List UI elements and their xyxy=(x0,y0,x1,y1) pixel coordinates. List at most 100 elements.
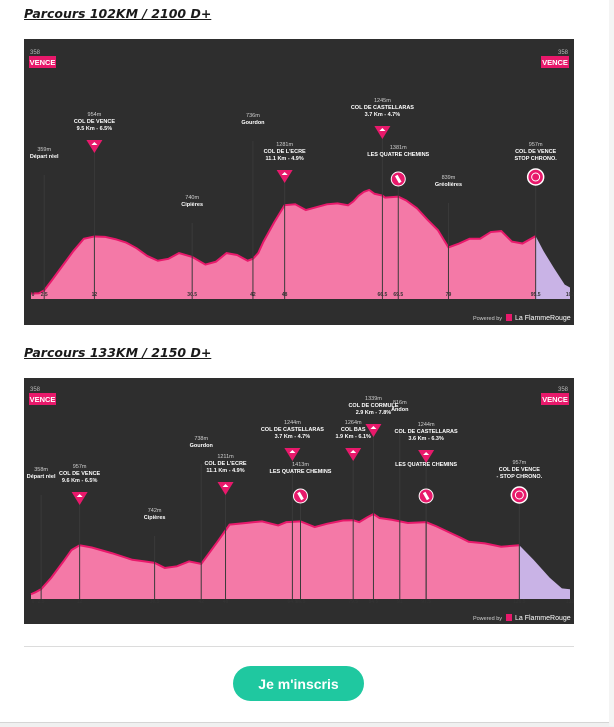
marker-name: Cipières xyxy=(181,202,203,208)
route-heading-133km[interactable]: Parcours 133KM / 2150 D+ xyxy=(24,345,212,360)
register-button[interactable]: Je m'inscris xyxy=(233,666,364,701)
marker-detail: 3.7 Km - 4.7% xyxy=(275,434,311,440)
stopwatch-icon xyxy=(526,168,545,186)
km-tick-label: 2.5 xyxy=(41,292,48,298)
marker-elevation: 736m xyxy=(246,113,260,119)
marker-elevation: 839m xyxy=(442,175,456,181)
marker-name: Cipières xyxy=(144,515,166,521)
finish-area xyxy=(535,236,570,299)
marker-detail: 9.6 Km - 6.5% xyxy=(62,478,98,484)
brand-name[interactable]: La FlammeRouge xyxy=(515,315,571,322)
finish-city: VENCE xyxy=(542,58,568,67)
marker-name: COL DE VENCE xyxy=(59,471,100,477)
mountain-icon xyxy=(350,450,357,453)
marker-elevation: 1244m xyxy=(284,420,301,426)
start-elevation: 358 xyxy=(30,50,41,56)
marker-name: LES QUATRE CHEMINS xyxy=(270,469,332,475)
mountain-icon xyxy=(289,450,296,453)
route-heading-102km[interactable]: Parcours 102KM / 2100 D+ xyxy=(24,6,212,21)
flamme-rouge-logo-icon xyxy=(506,614,512,621)
marker-detail: 1.9 Km - 6.1% xyxy=(335,434,371,440)
marker-elevation: 1211m xyxy=(217,454,234,460)
marker-elevation: 957m xyxy=(512,460,526,466)
marker-name: COL DE CASTELLARAS xyxy=(261,427,324,433)
start-city: VENCE xyxy=(30,395,56,404)
marker-elevation: 957m xyxy=(73,464,87,470)
climb-triangle-icon xyxy=(71,492,88,505)
marker-elevation: 738m xyxy=(194,436,208,442)
profile-area-102km xyxy=(30,188,570,299)
marker-elevation: 1381m xyxy=(390,145,407,151)
marker-name: COL DE VENCE xyxy=(74,119,115,125)
stopwatch-face-icon xyxy=(531,172,541,182)
flamme-rouge-logo-icon xyxy=(506,314,512,321)
marker-name: COL BAS xyxy=(341,427,366,433)
mountain-icon xyxy=(370,426,377,429)
marker-elevation: 954m xyxy=(88,112,102,118)
marker-elevation: 1245m xyxy=(374,98,391,104)
km-tick-label: 42 xyxy=(250,292,256,298)
marker-elevation: 1413m xyxy=(292,462,309,468)
km-tick-label: 42 xyxy=(198,599,204,605)
powered-by-label: Powered by xyxy=(473,616,502,622)
climb-triangle-icon xyxy=(276,170,293,183)
marker-detail: 9.5 Km - 6.5% xyxy=(77,126,113,132)
marker-name: Gréolières xyxy=(435,182,462,188)
scrollbar-track[interactable] xyxy=(609,0,614,726)
mountain-icon xyxy=(91,142,98,145)
brand-name[interactable]: La FlammeRouge xyxy=(515,615,571,622)
km-tick-label: 69.5 xyxy=(393,292,403,298)
marker-elevation: 1339m xyxy=(365,396,382,402)
food-bag-icon xyxy=(422,491,430,501)
stopwatch-face-icon xyxy=(514,490,524,500)
marker-name: COL DE L'ECRE xyxy=(264,149,306,155)
elevation-profile-102km: 359m Départ réel 954m COL DE VENCE 9.5 Km - … xyxy=(24,39,574,325)
finish-elevation: 358 xyxy=(558,387,569,393)
km-tick-label: 12 xyxy=(77,599,83,605)
climb-triangle-icon xyxy=(345,448,362,461)
marker-elevation: 358m xyxy=(34,467,48,473)
marker-elevation: 359m xyxy=(37,147,51,153)
km-tick-label: 84.5 xyxy=(369,599,379,605)
mountain-icon xyxy=(423,452,430,455)
mountain-icon xyxy=(222,484,229,487)
marker-elevation: 957m xyxy=(529,142,543,148)
marker-name: Gourdon xyxy=(241,120,265,126)
marker-detail: - STOP CHRONO. xyxy=(497,474,543,480)
marker-name: COL DE CORMULE xyxy=(348,403,398,409)
start-city: VENCE xyxy=(30,58,56,67)
profile-area xyxy=(31,189,536,299)
km-tick-label: 102 xyxy=(566,292,574,298)
km-tick-label: 30.5 xyxy=(187,292,197,298)
climb-triangle-icon xyxy=(418,450,435,463)
marker-name: COL DE VENCE xyxy=(499,467,540,473)
page-bottom-edge xyxy=(0,722,614,727)
finish-elevation: 358 xyxy=(558,50,569,56)
km-tick-label: 64.5 xyxy=(288,599,298,605)
climb-triangle-icon xyxy=(365,424,382,437)
start-city-badge xyxy=(29,56,56,68)
climb-triangle-icon xyxy=(284,448,301,461)
powered-by-label: Powered by xyxy=(473,316,502,322)
marker-detail: 3.7 Km - 4.7% xyxy=(365,112,401,118)
marker-name: COL DE VENCE xyxy=(515,149,556,155)
finish-city-badge xyxy=(541,56,569,68)
km-tick-label: 97.5 xyxy=(421,599,431,605)
stopwatch-icon xyxy=(510,486,529,504)
km-tick-label: 95.5 xyxy=(531,292,541,298)
mountain-icon xyxy=(281,172,288,175)
km-tick-label: 79 xyxy=(446,292,452,298)
marker-name: Gourdon xyxy=(190,443,214,449)
km-tick-label: 48 xyxy=(223,599,229,605)
marker-detail: 3.6 Km - 6.3% xyxy=(408,436,444,442)
marker-name: COL DE CASTELLARAS xyxy=(351,105,414,111)
marker-name: Andon xyxy=(391,407,409,413)
finish-area xyxy=(519,545,570,599)
marker-detail: 11.1 Km - 4.9% xyxy=(206,468,244,474)
food-bag-icon xyxy=(297,491,304,501)
marker-elevation: 1264m xyxy=(345,420,362,426)
climb-triangle-icon xyxy=(86,140,103,153)
